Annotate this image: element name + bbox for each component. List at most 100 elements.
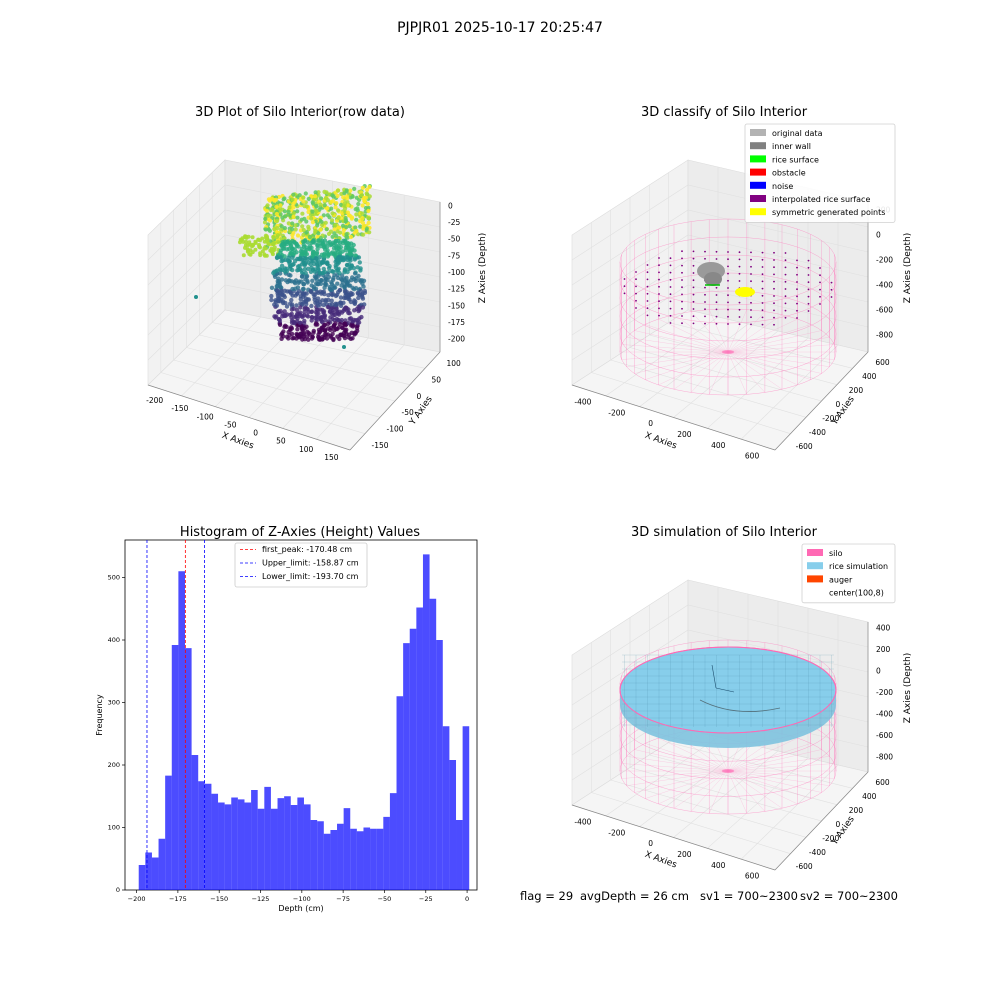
classify-interp-point [807,274,810,276]
raw-point [349,216,354,221]
raw-point [322,252,327,257]
raw-point [322,278,328,283]
raw-point [360,185,365,190]
raw-point [302,255,307,261]
histogram-xtick-label: 0 [465,895,469,903]
histogram-bar [323,833,331,890]
raw-point [324,227,329,232]
raw-point [315,223,320,228]
classify-interp-point [669,300,672,303]
histogram-bar [264,786,271,891]
raw-point [271,270,276,276]
classify-interp-point [635,292,637,295]
raw-point [319,325,324,330]
raw-point [294,241,299,246]
classify-silo-floor-spoke [626,351,729,367]
classify-interp-point [807,281,810,284]
classify-silo-floor-spoke [727,344,835,353]
raw-point [360,211,365,216]
raw-point [306,209,311,215]
classify-interp-point [738,265,741,268]
raw-point [289,297,294,303]
histogram-bar [370,828,377,890]
raw-point [320,298,325,303]
raw-point [318,202,323,207]
raw-point [310,249,316,254]
raw-point [357,260,362,265]
classify-y-axis-line [774,351,869,451]
raw-point [282,226,287,231]
raw-point [275,235,280,239]
raw-point [290,221,295,226]
panel-classify-xlabel: X Axies [643,431,678,452]
raw-point [348,299,354,305]
raw-point [282,196,287,201]
raw-point [325,198,330,203]
raw-point [291,205,296,210]
raw-point [299,246,304,251]
raw-point [301,313,307,318]
classify-interp-point [635,271,637,273]
histogram-bar [396,696,404,890]
raw-point [282,324,287,330]
classify-interp-point [658,271,660,274]
classify-interp-point [761,280,764,283]
classify-interp-point [646,292,649,295]
raw-point [305,329,310,334]
classify-silo-floor-spoke [727,351,747,395]
classify-interp-point [784,316,787,319]
raw-point [310,209,315,214]
sim-legend-label: center(100,8) [829,589,884,598]
classify-gridline [571,209,869,286]
sim-legend-label: rice simulation [829,562,888,571]
raw-point [329,269,335,274]
raw-point [333,265,339,270]
classify-interp-point [738,301,741,304]
raw-point [316,231,321,236]
raw-point [269,249,274,254]
sim-xtick-label: -400 [574,817,591,826]
histogram-bar [422,554,430,891]
raw-point [337,246,342,252]
raw-point [333,301,338,306]
raw-point [329,298,334,303]
classify-interp-point [692,257,695,260]
raw-point [267,198,272,203]
classify-xtick-label: 200 [677,430,692,439]
classify-interp-point [715,315,718,318]
classify-interp-point [796,281,798,283]
raw-point [316,334,321,340]
raw-point [342,345,346,349]
raw-point [284,247,290,252]
classify-interp-point [773,309,775,312]
raw-point [296,311,301,316]
histogram-ytick-label: 200 [108,761,120,769]
histogram-xlabel: Depth (cm) [278,904,323,913]
sim-xtick-label: 600 [745,872,760,881]
histogram-xtick-label: −150 [210,895,228,903]
classify-interp-point [692,308,695,310]
raw-point [343,329,348,334]
classify-ztick-label: -600 [876,306,893,315]
raw-point [284,239,290,244]
raw-point [289,311,294,317]
classify-interp-point [658,314,660,317]
raw-point [325,321,331,326]
classify-interp-point [704,293,706,296]
classify-interp-point [727,265,729,268]
raw-point [313,190,318,195]
raw-point [326,252,331,258]
raw-point [322,332,327,337]
raw-point [266,242,271,247]
sim-ytick-label: -400 [809,848,826,857]
classify-interp-point [669,278,672,281]
classify-interp-point [635,285,637,288]
raw-point [333,321,338,326]
classify-interp-point [623,278,626,280]
raw-point [353,253,358,258]
classify-interp-point [738,323,741,326]
raw-point [356,295,361,301]
classify-interp-point [692,293,695,296]
raw-point [330,331,335,337]
classify-silo-floor-spoke [621,344,729,353]
